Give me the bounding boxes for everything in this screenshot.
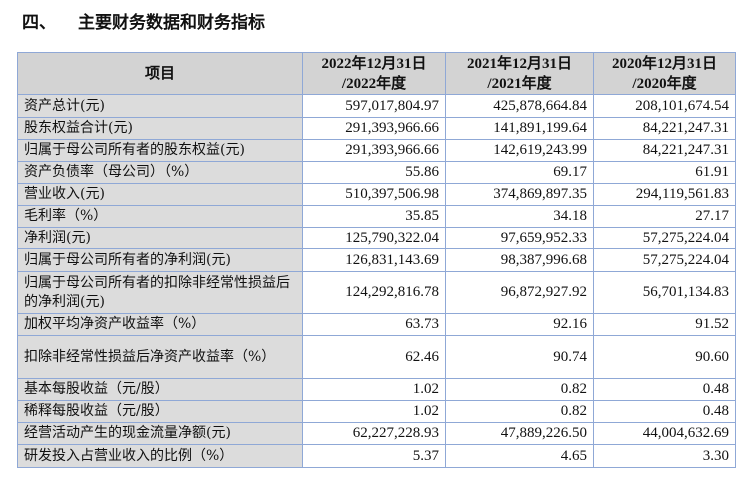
- table-row: 资产负债率（母公司）（%） 55.86 69.17 61.91: [17, 161, 736, 184]
- row-value-2020: 3.30: [593, 444, 736, 468]
- table-row: 股东权益合计(元) 291,393,966.66 141,891,199.64 84,…: [17, 117, 736, 140]
- row-value-2021: 98,387,996.68: [445, 248, 594, 272]
- table-row: 稀释每股收益（元/股） 1.02 0.82 0.48: [17, 400, 736, 423]
- row-value-2021: 142,619,243.99: [445, 139, 594, 162]
- row-value-2021: 425,878,664.84: [445, 94, 594, 118]
- row-value-2022: 126,831,143.69: [302, 248, 446, 272]
- row-value-2020: 0.48: [593, 378, 736, 401]
- row-value-2020: 91.52: [593, 313, 736, 336]
- row-value-2022: 55.86: [302, 161, 446, 184]
- table-row: 毛利率（%） 35.85 34.18 27.17: [17, 205, 736, 228]
- row-label: 归属于母公司所有者的股东权益(元): [17, 139, 303, 162]
- row-value-2022: 597,017,804.97: [302, 94, 446, 118]
- row-value-2022: 291,393,966.66: [302, 117, 446, 140]
- financial-data-table: 项目 2022年12月31日 /2022年度 2021年12月31日 /2021…: [17, 52, 736, 468]
- row-value-2020: 208,101,674.54: [593, 94, 736, 118]
- row-value-2022: 125,790,322.04: [302, 227, 446, 249]
- row-value-2020: 27.17: [593, 205, 736, 228]
- row-value-2021: 69.17: [445, 161, 594, 184]
- row-value-2022: 63.73: [302, 313, 446, 336]
- row-value-2022: 62.46: [302, 335, 446, 379]
- table-row: 营业收入(元) 510,397,506.98 374,869,897.35 294,1…: [17, 183, 736, 206]
- row-label: 扣除非经常性损益后净资产收益率（%）: [17, 335, 303, 379]
- section-heading: 四、 主要财务数据和财务指标: [22, 8, 265, 33]
- row-value-2020: 61.91: [593, 161, 736, 184]
- row-label: 股东权益合计(元): [17, 117, 303, 140]
- section-title: 主要财务数据和财务指标: [78, 13, 265, 33]
- row-value-2020: 0.48: [593, 400, 736, 423]
- row-label: 归属于母公司所有者的扣除非经常性损益后的净利润(元): [17, 271, 303, 314]
- row-value-2021: 97,659,952.33: [445, 227, 594, 249]
- table-row: 研发投入占营业收入的比例（%） 5.37 4.65 3.30: [17, 444, 736, 468]
- row-value-2020: 294,119,561.83: [593, 183, 736, 206]
- row-label: 营业收入(元): [17, 183, 303, 206]
- row-label: 研发投入占营业收入的比例（%）: [17, 444, 303, 468]
- row-label: 稀释每股收益（元/股）: [17, 400, 303, 423]
- header-2020: 2020年12月31日 /2020年度: [593, 52, 736, 95]
- row-value-2022: 291,393,966.66: [302, 139, 446, 162]
- table-row: 经营活动产生的现金流量净额(元) 62,227,228.93 47,889,226.…: [17, 422, 736, 445]
- row-value-2022: 510,397,506.98: [302, 183, 446, 206]
- table-row: 基本每股收益（元/股） 1.02 0.82 0.48: [17, 378, 736, 401]
- row-value-2022: 124,292,816.78: [302, 271, 446, 314]
- row-value-2022: 1.02: [302, 378, 446, 401]
- section-number: 四、: [22, 13, 56, 33]
- table-row: 归属于母公司所有者的股东权益(元) 291,393,966.66 142,619,2…: [17, 139, 736, 162]
- row-value-2022: 62,227,228.93: [302, 422, 446, 445]
- table-header-row: 项目 2022年12月31日 /2022年度 2021年12月31日 /2021…: [17, 52, 736, 95]
- row-label: 净利润(元): [17, 227, 303, 249]
- table-row: 净利润(元) 125,790,322.04 97,659,952.33 57,275,…: [17, 227, 736, 249]
- table-row: 归属于母公司所有者的扣除非经常性损益后的净利润(元) 124,292,816.78…: [17, 271, 736, 314]
- row-value-2020: 44,004,632.69: [593, 422, 736, 445]
- row-value-2021: 0.82: [445, 378, 594, 401]
- row-value-2021: 90.74: [445, 335, 594, 379]
- row-value-2022: 5.37: [302, 444, 446, 468]
- row-value-2022: 1.02: [302, 400, 446, 423]
- row-value-2021: 0.82: [445, 400, 594, 423]
- table-row: 扣除非经常性损益后净资产收益率（%） 62.46 90.74 90.60: [17, 335, 736, 379]
- row-value-2021: 47,889,226.50: [445, 422, 594, 445]
- row-value-2020: 90.60: [593, 335, 736, 379]
- row-label: 毛利率（%）: [17, 205, 303, 228]
- row-label: 基本每股收益（元/股）: [17, 378, 303, 401]
- row-value-2022: 35.85: [302, 205, 446, 228]
- row-value-2020: 57,275,224.04: [593, 248, 736, 272]
- row-value-2021: 374,869,897.35: [445, 183, 594, 206]
- header-2022: 2022年12月31日 /2022年度: [302, 52, 446, 95]
- row-label: 经营活动产生的现金流量净额(元): [17, 422, 303, 445]
- table-row: 加权平均净资产收益率（%） 63.73 92.16 91.52: [17, 313, 736, 336]
- table-row: 归属于母公司所有者的净利润(元) 126,831,143.69 98,387,996…: [17, 248, 736, 272]
- row-value-2020: 84,221,247.31: [593, 117, 736, 140]
- row-value-2020: 84,221,247.31: [593, 139, 736, 162]
- row-label: 资产总计(元): [17, 94, 303, 118]
- row-label: 资产负债率（母公司）（%）: [17, 161, 303, 184]
- row-value-2020: 57,275,224.04: [593, 227, 736, 249]
- row-label: 加权平均净资产收益率（%）: [17, 313, 303, 336]
- row-value-2021: 34.18: [445, 205, 594, 228]
- row-label: 归属于母公司所有者的净利润(元): [17, 248, 303, 272]
- table-row: 资产总计(元) 597,017,804.97 425,878,664.84 208,1…: [17, 94, 736, 118]
- row-value-2021: 4.65: [445, 444, 594, 468]
- header-item: 项目: [17, 52, 303, 95]
- row-value-2021: 141,891,199.64: [445, 117, 594, 140]
- header-2021: 2021年12月31日 /2021年度: [445, 52, 594, 95]
- row-value-2020: 56,701,134.83: [593, 271, 736, 314]
- row-value-2021: 96,872,927.92: [445, 271, 594, 314]
- row-value-2021: 92.16: [445, 313, 594, 336]
